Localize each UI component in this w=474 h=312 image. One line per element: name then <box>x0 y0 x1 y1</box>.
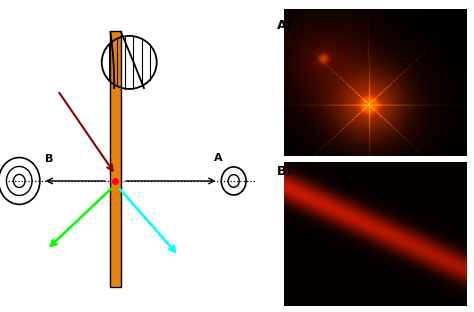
Text: A: A <box>214 153 223 163</box>
Text: B): B) <box>277 165 292 178</box>
Text: A): A) <box>277 19 293 32</box>
Bar <box>110 31 121 287</box>
Text: B: B <box>46 154 54 164</box>
